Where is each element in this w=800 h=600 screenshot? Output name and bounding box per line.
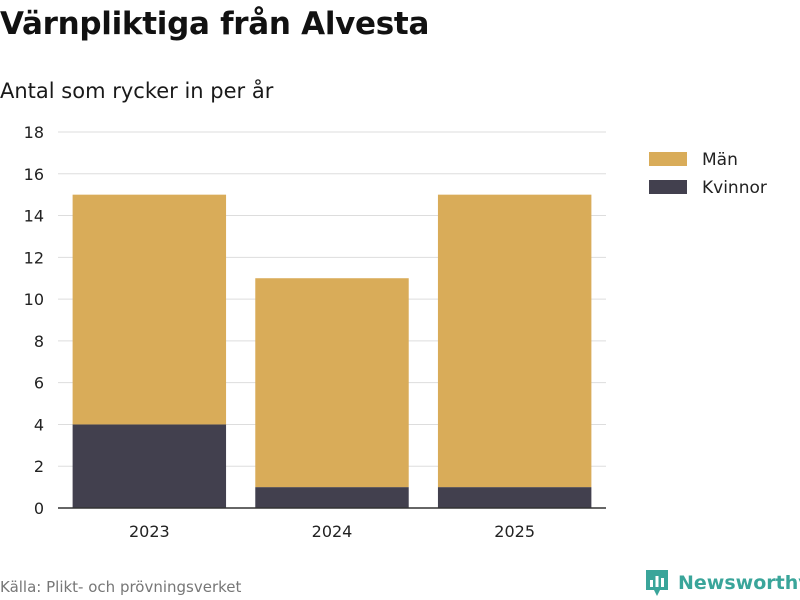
- x-tick-label: 2023: [129, 522, 170, 541]
- legend-swatch-men[interactable]: [649, 152, 687, 166]
- bar-women-2025[interactable]: [437, 487, 592, 508]
- legend-swatch-women[interactable]: [649, 180, 687, 194]
- y-tick-label: 8: [34, 332, 44, 351]
- x-axis-ticks: 2023 2024 2025: [129, 522, 535, 541]
- y-tick-label: 14: [24, 207, 44, 226]
- x-tick-label: 2024: [312, 522, 353, 541]
- chart-title: Värnpliktiga från Alvesta: [0, 6, 430, 42]
- legend-label-women[interactable]: Kvinnor: [702, 178, 767, 198]
- x-tick-label: 2025: [494, 522, 535, 541]
- y-tick-label: 4: [34, 415, 44, 434]
- y-tick-label: 6: [34, 374, 44, 393]
- bars: [72, 194, 592, 508]
- newsworthy-logo-icon: [646, 570, 668, 596]
- y-tick-label: 12: [24, 248, 44, 267]
- y-tick-label: 10: [24, 290, 44, 309]
- legend-label-men[interactable]: Män: [702, 150, 738, 170]
- source-note: Källa: Plikt- och prövningsverket: [0, 578, 242, 596]
- y-axis-ticks: 0 2 4 6 8 10 12 14 16 18: [24, 123, 44, 518]
- y-tick-label: 2: [34, 457, 44, 476]
- bar-women-2024[interactable]: [255, 487, 409, 508]
- newsworthy-brand[interactable]: Newsworthy: [644, 568, 800, 598]
- brand-name: Newsworthy: [678, 572, 800, 594]
- y-tick-label: 18: [24, 123, 44, 142]
- stacked-bar-chart: 0 2 4 6 8 10 12 14 16 18 2023 2024 2025 Män Kvinnor: [24, 123, 767, 541]
- bar-women-2023[interactable]: [72, 424, 227, 508]
- y-tick-label: 0: [34, 499, 44, 518]
- bar-men-2024[interactable]: [255, 278, 409, 488]
- bar-men-2023[interactable]: [72, 194, 227, 425]
- bar-men-2025[interactable]: [437, 194, 592, 488]
- y-tick-label: 16: [24, 165, 44, 184]
- legend: Män Kvinnor: [649, 150, 767, 198]
- chart-subtitle: Antal som rycker in per år: [0, 79, 274, 103]
